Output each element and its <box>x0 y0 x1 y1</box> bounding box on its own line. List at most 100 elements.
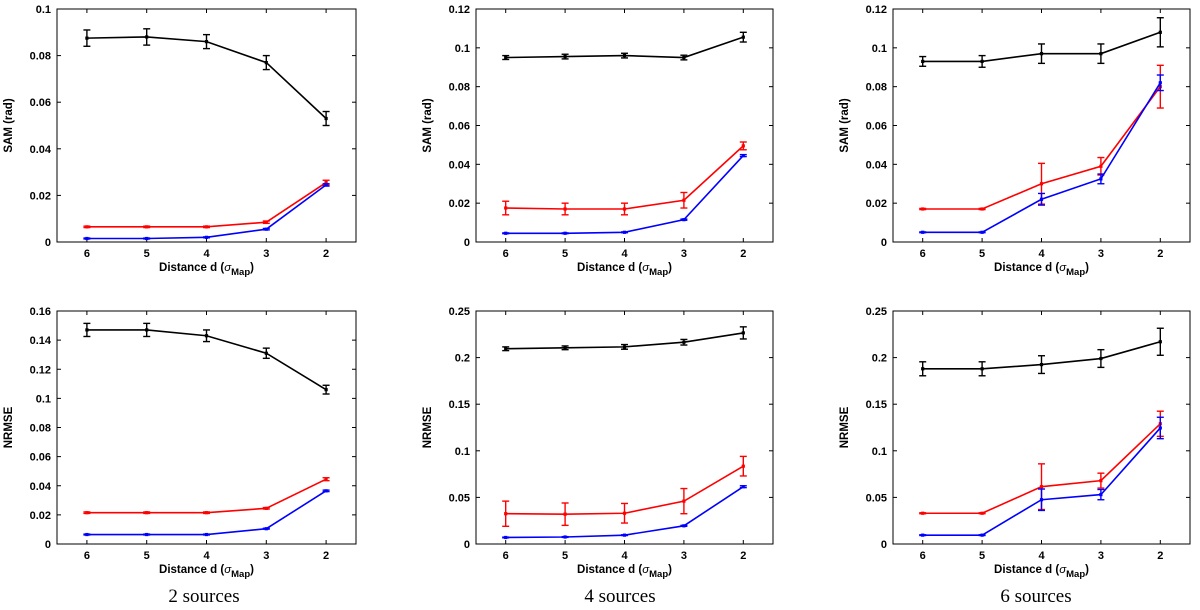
data-point-blue <box>980 533 984 537</box>
data-point-red <box>682 198 686 202</box>
data-point-black <box>324 116 328 121</box>
x-axis-label-close: ) <box>1085 262 1089 274</box>
data-point-red <box>622 511 627 515</box>
x-axis-label-subscript: Map <box>1066 569 1085 580</box>
series-line-red <box>505 145 744 210</box>
series-line-blue <box>86 184 327 240</box>
data-point-blue <box>145 532 149 537</box>
x-axis-label-sigma: σ <box>642 564 650 576</box>
series-blue <box>919 416 1164 537</box>
series-blue <box>502 485 747 540</box>
y-tick-label: 0.1 <box>455 43 470 55</box>
x-axis-label: Distance d (σMap) <box>577 564 672 580</box>
x-axis-label-main: Distance d ( <box>994 564 1059 576</box>
y-axis-label: NRMSE <box>422 406 434 448</box>
y-tick-label: 0.1 <box>455 446 470 458</box>
x-axis-label-close: ) <box>668 262 672 274</box>
x-tick-label: 5 <box>979 248 985 260</box>
data-point-black <box>622 54 627 58</box>
y-tick-label: 0.06 <box>449 121 470 133</box>
x-tick-label: 4 <box>203 550 210 562</box>
x-axis-label-subscript: Map <box>231 267 250 278</box>
data-point-blue <box>622 230 627 234</box>
data-point-black <box>145 328 149 332</box>
plot-frame <box>56 310 357 545</box>
data-point-red <box>324 477 328 481</box>
series-red <box>919 410 1164 515</box>
x-tick-label: 4 <box>203 248 210 260</box>
data-point-black <box>504 55 508 60</box>
data-point-red <box>1039 485 1044 489</box>
y-axis-label: SAM (rad) <box>422 98 434 152</box>
series-black <box>83 28 330 127</box>
data-point-black <box>85 328 89 332</box>
series-black <box>502 31 747 61</box>
data-point-blue <box>504 231 508 235</box>
chart-panel-5: 0 0.05 0.1 0.15 0.2 0.25 6 5 4 3 2 Distance d (σMap… <box>422 306 774 580</box>
data-point-blue <box>980 230 984 234</box>
y-tick-label: 0.08 <box>449 82 470 94</box>
y-tick-label: 0 <box>45 539 51 551</box>
series-line-blue <box>922 82 1161 234</box>
x-tick-label: 6 <box>920 248 926 260</box>
y-tick-label: 0 <box>464 237 470 249</box>
x-tick-label: 2 <box>1157 248 1163 260</box>
data-point-red <box>980 511 984 515</box>
data-point-red <box>504 512 508 516</box>
x-tick-label: 3 <box>263 550 269 562</box>
data-point-blue <box>1099 493 1103 497</box>
chart-panel-4: 0 0.02 0.04 0.06 0.08 0.1 0.12 0.14 0.16 6 5 4 3 2 Dis… <box>3 306 357 580</box>
y-tick-label: 0.05 <box>449 492 470 504</box>
data-point-red <box>921 207 925 211</box>
data-point-red <box>921 511 925 515</box>
x-tick-label: 6 <box>503 550 509 562</box>
data-point-red <box>741 144 745 148</box>
data-point-blue <box>622 533 627 537</box>
data-point-red <box>85 225 89 229</box>
caption-2-sources: 2 sources <box>168 586 240 607</box>
y-axis-label: SAM (rad) <box>839 98 851 152</box>
data-point-blue <box>1039 498 1044 502</box>
caption-4-sources: 4 sources <box>584 586 656 607</box>
y-tick-label: 0.08 <box>866 82 887 94</box>
y-axis-label: SAM (rad) <box>3 98 15 152</box>
data-point-blue <box>504 535 508 540</box>
y-tick-label: 0.25 <box>449 306 470 318</box>
data-point-blue <box>85 532 89 537</box>
data-point-blue <box>264 227 268 231</box>
y-tick-label: 0.12 <box>449 4 470 16</box>
series-red <box>502 455 747 527</box>
data-point-blue <box>204 532 209 537</box>
data-point-black <box>741 331 745 335</box>
series-black <box>919 17 1164 68</box>
x-tick-label: 2 <box>323 248 329 260</box>
series-line-red <box>86 181 327 228</box>
x-tick-label: 5 <box>562 550 568 562</box>
data-point-black <box>741 35 745 39</box>
y-tick-label: 0.04 <box>30 481 52 493</box>
series-blue <box>919 74 1164 234</box>
x-axis-label-sigma: σ <box>224 262 232 274</box>
y-tick-label: 0.12 <box>866 4 887 16</box>
x-axis-label-subscript: Map <box>231 569 250 580</box>
x-tick-label: 6 <box>84 550 90 562</box>
data-point-red <box>504 206 508 210</box>
x-axis-label-sigma: σ <box>1059 564 1067 576</box>
y-tick-label: 0.1 <box>872 43 887 55</box>
data-point-red <box>980 207 984 211</box>
y-tick-label: 0.02 <box>30 190 51 202</box>
y-tick-label: 0.06 <box>30 97 51 109</box>
x-axis-label: Distance d (σMap) <box>159 262 254 278</box>
data-point-black <box>622 345 627 349</box>
data-point-red <box>85 511 89 515</box>
data-point-black <box>1158 340 1162 344</box>
chart-panel-1: 0 0.02 0.04 0.06 0.08 0.1 6 5 4 3 2 Distance d (σMa… <box>3 4 357 278</box>
x-tick-label: 2 <box>740 550 746 562</box>
data-point-black <box>980 59 984 64</box>
data-point-red <box>264 506 268 510</box>
x-axis-label: Distance d (σMap) <box>577 262 672 278</box>
data-point-blue <box>741 485 745 489</box>
y-tick-label: 0.06 <box>866 121 887 133</box>
x-tick-label: 6 <box>920 550 926 562</box>
